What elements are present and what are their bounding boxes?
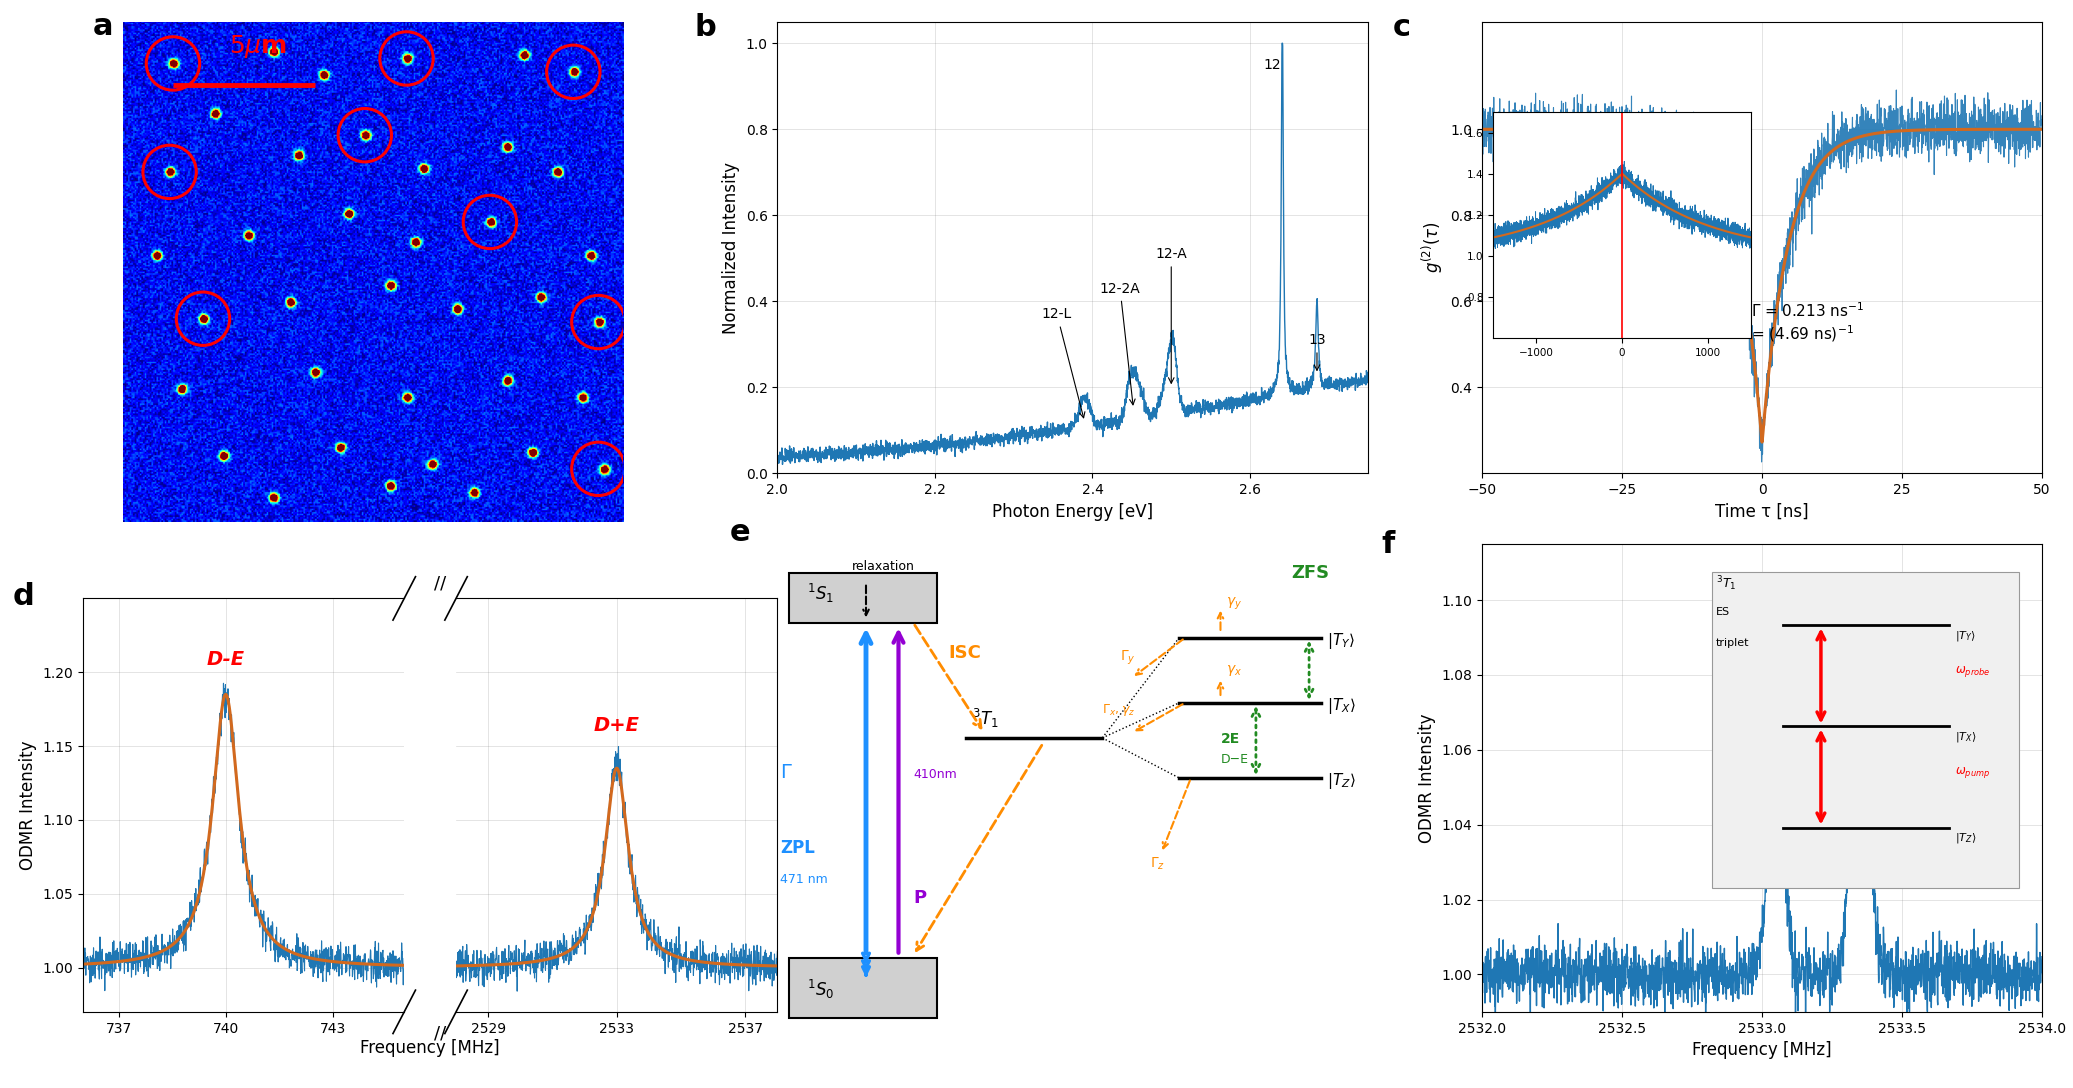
Y-axis label: ODMR Intensity: ODMR Intensity: [19, 740, 37, 870]
Text: $^3T_1$: $^3T_1$: [972, 707, 999, 730]
Text: b: b: [694, 13, 717, 41]
Text: $\Gamma$ = 0.213 ns$^{-1}$
= (4.69 ns)$^{-1}$: $\Gamma$ = 0.213 ns$^{-1}$ = (4.69 ns)$^…: [1752, 301, 1864, 344]
Text: 410nm: 410nm: [914, 768, 958, 781]
Text: $\gamma_y$: $\gamma_y$: [1227, 595, 1242, 611]
Text: D+E: D+E: [593, 716, 641, 735]
Text: $^1S_1$: $^1S_1$: [806, 582, 833, 605]
Text: relaxation: relaxation: [852, 560, 914, 573]
Text: d: d: [12, 582, 33, 610]
Text: 12-2A: 12-2A: [1099, 282, 1140, 405]
Y-axis label: ODMR Intensity: ODMR Intensity: [1418, 713, 1437, 843]
Text: 2E: 2E: [1221, 732, 1240, 746]
Text: D-E: D-E: [207, 650, 245, 669]
Text: $\Gamma_z$: $\Gamma_z$: [1151, 856, 1165, 873]
Text: ISC: ISC: [949, 644, 983, 662]
FancyBboxPatch shape: [790, 959, 937, 1018]
Text: $|T_Z\rangle$: $|T_Z\rangle$: [1327, 771, 1356, 791]
Text: $|T_X\rangle$: $|T_X\rangle$: [1327, 696, 1356, 716]
Text: a: a: [93, 12, 114, 40]
Text: e: e: [730, 518, 750, 546]
Y-axis label: Normalized Intensity: Normalized Intensity: [721, 161, 740, 334]
Text: ZFS: ZFS: [1291, 564, 1329, 582]
Text: $\Gamma_x,\gamma_z$: $\Gamma_x,\gamma_z$: [1103, 702, 1136, 718]
Text: P: P: [914, 889, 927, 907]
Text: 12: 12: [1262, 58, 1281, 72]
Text: //: //: [435, 1025, 446, 1043]
Text: f: f: [1381, 530, 1395, 559]
Text: $5\mu$m: $5\mu$m: [228, 33, 286, 60]
Text: $\gamma_x$: $\gamma_x$: [1227, 663, 1242, 678]
Text: Frequency [MHz]: Frequency [MHz]: [361, 1039, 500, 1058]
X-axis label: Photon Energy [eV]: Photon Energy [eV]: [993, 503, 1153, 520]
X-axis label: Frequency [MHz]: Frequency [MHz]: [1692, 1041, 1833, 1059]
Text: 12-L: 12-L: [1043, 308, 1084, 418]
Text: $\Gamma_y$: $\Gamma_y$: [1119, 648, 1136, 667]
Text: 12-A: 12-A: [1155, 247, 1188, 383]
Text: D−E: D−E: [1221, 753, 1248, 766]
Text: 471 nm: 471 nm: [779, 873, 827, 886]
Text: //: //: [435, 574, 446, 593]
Text: ZPL: ZPL: [779, 839, 815, 857]
Text: $^1S_0$: $^1S_0$: [806, 977, 833, 1001]
X-axis label: Time τ [ns]: Time τ [ns]: [1714, 503, 1810, 520]
Text: $\Gamma$: $\Gamma$: [779, 763, 794, 782]
Text: $|T_Y\rangle$: $|T_Y\rangle$: [1327, 631, 1356, 652]
FancyBboxPatch shape: [790, 572, 937, 622]
Text: 13: 13: [1308, 333, 1327, 370]
Text: c: c: [1393, 13, 1410, 41]
Y-axis label: $g^{(2)}(\tau)$: $g^{(2)}(\tau)$: [1420, 222, 1445, 273]
